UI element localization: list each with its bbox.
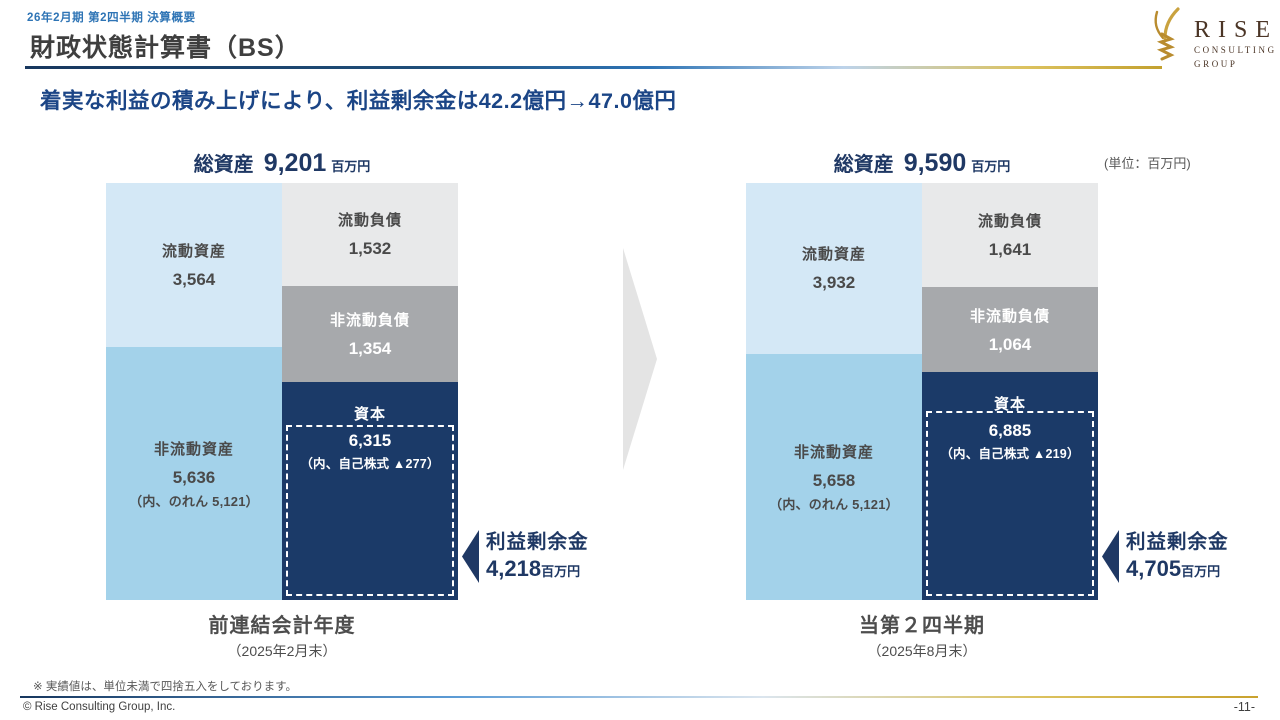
- block-value: 1,064: [988, 334, 1032, 354]
- footer-divider: [20, 696, 1258, 698]
- logo-name: RISE: [1194, 17, 1279, 43]
- assets-column: 流動資産 3,564 非流動資産 5,636 （内、のれん 5,121）: [106, 183, 282, 600]
- block-note: （内、自己株式 ▲277）: [300, 457, 440, 472]
- block-label: 流動資産: [801, 246, 866, 264]
- bs-columns: 流動資産 3,932 非流動資産 5,658 （内、のれん 5,121） 流動負債 1,64…: [746, 183, 1098, 600]
- bs-chart-current-quarter: 総資産 9,590 百万円 流動資産 3,932 非流動資産 5,658 （内、のれん 5,1…: [746, 149, 1228, 659]
- period-label: 前連結会計年度 （2025年2月末）: [106, 609, 458, 661]
- block-label: 非流動資産: [793, 443, 874, 461]
- retained-earnings-value: 4,705百万円: [1126, 556, 1229, 582]
- ct-unit: 百万円: [971, 159, 1011, 174]
- block-label: 流動負債: [977, 213, 1042, 231]
- period-transition-arrow-icon: [623, 248, 657, 470]
- retained-earnings-callout: 利益剰余金 4,705百万円: [1102, 525, 1229, 583]
- bs-block-流動資産: 流動資産 3,564: [106, 183, 282, 348]
- period-name: 当第２四半期: [859, 615, 985, 637]
- retained-earnings-label: 利益剰余金: [1126, 531, 1229, 553]
- block-value: 5,658: [812, 470, 856, 490]
- block-note: （内、自己株式 ▲219）: [940, 447, 1080, 462]
- bs-block-非流動資産: 非流動資産 5,658 （内、のれん 5,121）: [746, 353, 922, 600]
- retained-earnings-unit: 百万円: [541, 564, 581, 579]
- key-message: 着実な利益の積み上げにより、利益剰余金は42.2億円→47.0億円: [40, 89, 677, 113]
- retained-earnings-number: 4,218: [486, 556, 542, 581]
- block-label: 資本: [993, 396, 1026, 414]
- bs-block-流動資産: 流動資産 3,932: [746, 183, 922, 354]
- bs-block-非流動資産: 非流動資産 5,636 （内、のれん 5,121）: [106, 347, 282, 600]
- period-label: 当第２四半期 （2025年8月末）: [746, 609, 1098, 661]
- period-date: （2025年8月末）: [867, 643, 977, 659]
- block-value: 3,932: [812, 273, 856, 293]
- footnote: ※ 実績値は、単位未満で四捨五入をしております。: [33, 681, 297, 693]
- total-assets-title: 総資産 9,201 百万円: [106, 148, 458, 178]
- retained-earnings-value: 4,218百万円: [486, 556, 589, 582]
- left-arrow-icon: [1102, 530, 1119, 583]
- retained-earnings-box: [286, 424, 454, 596]
- block-value: 3,564: [172, 270, 216, 290]
- equity-label-group: 資本 6,885 （内、自己株式 ▲219）: [922, 372, 1098, 483]
- bs-chart-previous-year: 総資産 9,201 百万円 流動資産 3,564 非流動資産 5,636 （内、のれん 5,1…: [106, 149, 588, 659]
- bs-block-流動負債: 流動負債 1,641: [922, 183, 1098, 288]
- equity-label-group: 資本 6,315 （内、自己株式 ▲277）: [282, 382, 458, 493]
- block-note: （内、のれん 5,121）: [769, 496, 899, 512]
- bs-block-資本: 資本 6,315 （内、自己株式 ▲277）: [282, 382, 458, 600]
- page-title: 財政状態計算書（BS）: [30, 34, 301, 62]
- unit-note: (単位：百万円): [1104, 156, 1191, 171]
- block-value: 5,636: [172, 467, 216, 487]
- retained-earnings-unit: 百万円: [1181, 564, 1221, 579]
- bs-block-資本: 資本 6,885 （内、自己株式 ▲219）: [922, 372, 1098, 600]
- block-label: 非流動負債: [969, 307, 1050, 325]
- block-label: 非流動資産: [153, 440, 234, 458]
- bs-block-非流動負債: 非流動負債 1,354: [282, 285, 458, 383]
- block-label: 流動資産: [161, 243, 226, 261]
- left-arrow-icon: [462, 530, 479, 583]
- block-value: 1,532: [348, 239, 392, 259]
- retained-earnings-callout: 利益剰余金 4,218百万円: [462, 525, 589, 583]
- retained-earnings-box: [926, 411, 1094, 596]
- assets-column: 流動資産 3,932 非流動資産 5,658 （内、のれん 5,121）: [746, 183, 922, 600]
- bs-columns: 流動資産 3,564 非流動資産 5,636 （内、のれん 5,121） 流動負債 1,53…: [106, 183, 458, 600]
- block-note: （内、のれん 5,121）: [129, 493, 259, 509]
- report-eyebrow: 26年2月期 第2四半期 決算概要: [27, 12, 196, 24]
- period-date: （2025年2月末）: [227, 643, 337, 659]
- retained-earnings-text: 利益剰余金 4,218百万円: [486, 525, 589, 582]
- logo-sub-consulting: CONSULTING: [1194, 45, 1277, 55]
- company-logo: RISE CONSULTING GROUP: [1144, 7, 1278, 69]
- logo-text: RISE CONSULTING GROUP: [1194, 18, 1278, 69]
- block-value: 1,641: [988, 240, 1032, 260]
- bs-block-流動負債: 流動負債 1,532: [282, 183, 458, 286]
- ct-value: 9,590: [903, 149, 967, 177]
- ct-unit: 百万円: [331, 159, 371, 174]
- total-assets-title: 総資産 9,590 百万円: [746, 148, 1098, 178]
- block-value: 6,315: [348, 431, 392, 451]
- retained-earnings-label: 利益剰余金: [486, 531, 589, 553]
- bs-block-非流動負債: 非流動負債 1,064: [922, 287, 1098, 373]
- liabilities-equity-column: 流動負債 1,641 非流動負債 1,064 資本 6,885 （内、自己株式 ▲219）: [922, 183, 1098, 600]
- retained-earnings-text: 利益剰余金 4,705百万円: [1126, 525, 1229, 582]
- retained-earnings-number: 4,705: [1126, 556, 1182, 581]
- period-name: 前連結会計年度: [208, 615, 356, 637]
- ct-label: 総資産: [833, 154, 894, 176]
- title-divider: [25, 66, 1162, 69]
- block-value: 1,354: [348, 339, 392, 359]
- ct-label: 総資産: [193, 154, 254, 176]
- ct-value: 9,201: [263, 149, 327, 177]
- page-number: -11-: [1233, 700, 1255, 714]
- copyright: © Rise Consulting Group, Inc.: [23, 701, 176, 713]
- block-value: 6,885: [988, 421, 1032, 441]
- liabilities-equity-column: 流動負債 1,532 非流動負債 1,354 資本 6,315 （内、自己株式 ▲277）: [282, 183, 458, 600]
- block-label: 資本: [353, 406, 386, 424]
- block-label: 流動負債: [337, 212, 402, 230]
- wheat-sheaf-icon: [1154, 7, 1180, 61]
- block-label: 非流動負債: [329, 312, 410, 330]
- logo-sub-group: GROUP: [1194, 58, 1238, 69]
